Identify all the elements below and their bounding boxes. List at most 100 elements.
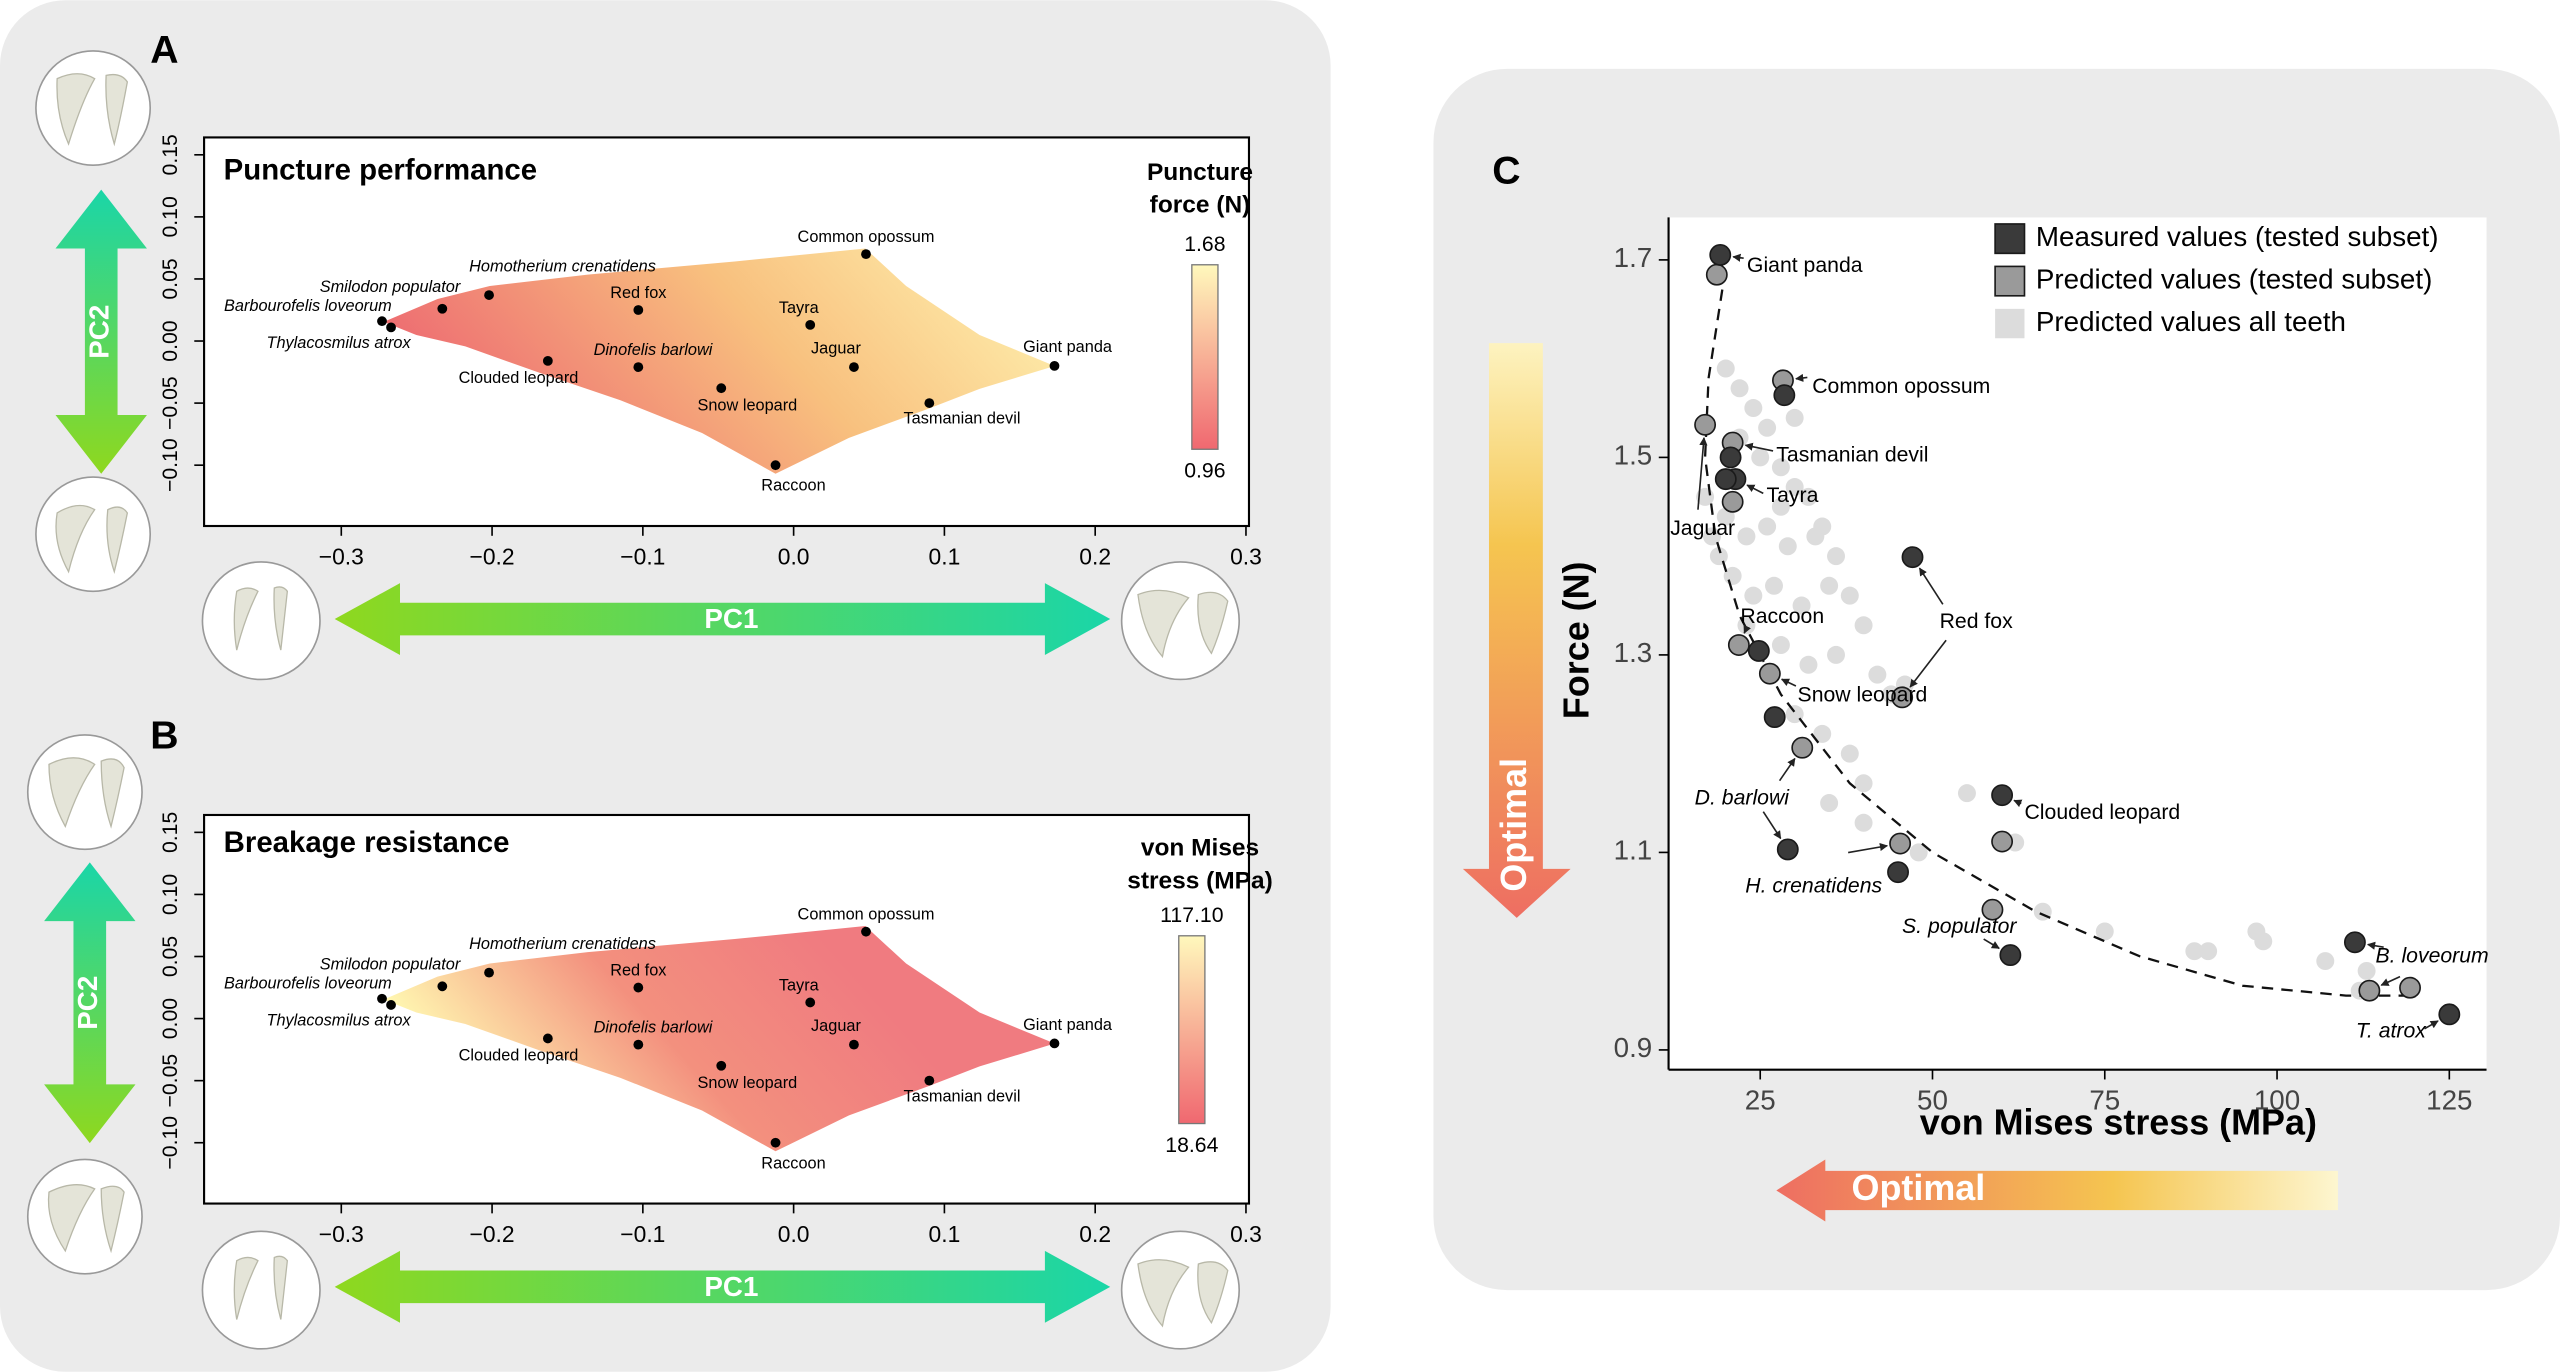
species-label: Dinofelis barlowi — [594, 341, 713, 359]
plot-area — [1668, 217, 2487, 1070]
species-label: Smilodon populator — [320, 278, 461, 296]
species-point — [849, 1039, 859, 1050]
species-point — [924, 1075, 935, 1086]
label-arrow — [1697, 437, 1708, 510]
species-label: Barbourofelis loveorum — [224, 974, 392, 992]
label-arrow — [1778, 757, 1796, 782]
species-label: Raccoon — [761, 1154, 825, 1172]
cloud-point — [1730, 379, 1749, 398]
measured-point — [1776, 838, 1799, 861]
y-axis-label: Force (N) — [1555, 561, 1596, 719]
colorbar-tick-label: 18.64 — [1165, 1134, 1218, 1157]
species-label: Tayra — [1767, 484, 1819, 507]
species-point — [377, 316, 387, 327]
colorbar — [1178, 935, 1206, 1125]
predicted-point — [2399, 976, 2421, 999]
species-label: H. crenatidens — [1745, 874, 1882, 897]
species-point — [437, 303, 448, 314]
colorbar-tick-label: 0.96 — [1184, 460, 1225, 483]
cloud-point — [2316, 952, 2335, 971]
pc1-arrow — [334, 583, 1111, 655]
cloud-point — [1785, 478, 1804, 497]
species-point — [849, 362, 859, 372]
tooth-shapes — [47, 73, 1229, 1328]
species-label: Common opossum — [798, 228, 935, 246]
predicted-point — [1889, 832, 1912, 855]
species-label: Smilodon populator — [320, 955, 461, 973]
y-tick-label: 0.15 — [159, 134, 182, 175]
species-point — [377, 993, 387, 1004]
cloud-point — [1792, 596, 1811, 615]
x-tick-label: 0.2 — [1079, 544, 1111, 570]
label-arrow — [1780, 678, 1797, 687]
cloud-point — [1854, 616, 1873, 635]
label-arrow — [1918, 567, 1944, 605]
legend-swatch — [1994, 265, 2026, 297]
x-tick-label: 0.1 — [929, 544, 961, 570]
cloud-point — [1758, 517, 1777, 536]
cloud-point — [1820, 576, 1839, 595]
y-tick-label: −0.10 — [159, 438, 182, 492]
species-point — [542, 1033, 553, 1044]
cloud-point — [1751, 448, 1770, 467]
species-label: Red fox — [610, 284, 666, 302]
species-point — [1049, 360, 1060, 371]
cloud-point — [1909, 843, 1928, 862]
measured-point — [2343, 931, 2366, 954]
legend-swatch — [1995, 308, 2025, 339]
colorbar-tick-label: 117.10 — [1160, 904, 1223, 927]
optimal-label: Optimal — [1493, 758, 1534, 892]
species-label: Snow leopard — [697, 396, 797, 414]
species-label: Homotherium crenatidens — [469, 935, 656, 953]
measured-point — [1709, 244, 1732, 266]
species-label: B. loveorum — [2376, 945, 2489, 968]
species-label: Thylacosmilus atrox — [266, 334, 411, 352]
x-tick-label: 50 — [1917, 1085, 1948, 1116]
colorbar-title: von Mises — [1141, 835, 1259, 862]
species-label: Tayra — [779, 976, 820, 994]
x-tick-label: 0.3 — [1230, 1221, 1262, 1247]
species-point — [386, 1000, 396, 1010]
chart-title: Puncture performance — [224, 153, 537, 186]
label-arrow — [1848, 842, 1889, 854]
species-label: Red fox — [610, 962, 666, 980]
species-label: Red fox — [1940, 610, 2014, 633]
label-arrow — [1983, 938, 2000, 950]
cloud-point — [1744, 399, 1763, 418]
y-tick-label: 0.10 — [159, 196, 182, 237]
cloud-point — [1703, 527, 1721, 546]
colorbar-title: Puncture — [1147, 159, 1253, 186]
cloud-point — [1820, 794, 1839, 813]
cloud-point — [1785, 408, 1804, 427]
label-arrow — [2380, 975, 2401, 986]
x-tick-label: 125 — [2426, 1085, 2472, 1116]
cloud-point — [2357, 961, 2376, 980]
x-tick-label: 0.3 — [1230, 544, 1262, 570]
measured-point — [1714, 468, 1737, 491]
performance-field — [383, 926, 1055, 1152]
y-tick-label: −0.05 — [159, 376, 182, 430]
species-label: Clouded leopard — [459, 369, 579, 387]
label-arrow — [1732, 253, 1744, 262]
species-point — [633, 362, 644, 372]
label-arrow — [1795, 373, 1808, 382]
label-arrow — [1762, 811, 1782, 840]
species-point — [716, 1060, 727, 1071]
cloud-point — [1778, 537, 1797, 556]
x-tick-label: −0.2 — [470, 544, 515, 570]
x-tick-label: −0.1 — [620, 544, 665, 570]
species-point — [1049, 1038, 1060, 1049]
chart-title: Breakage resistance — [224, 826, 510, 859]
species-point — [716, 383, 727, 394]
cloud-point — [1799, 487, 1818, 506]
species-label: Snow leopard — [1798, 683, 1928, 706]
cloud-point — [1957, 784, 1976, 803]
species-label: Giant panda — [1023, 338, 1113, 356]
colorbar-title: force (N) — [1150, 191, 1251, 218]
measured-point — [1719, 446, 1742, 469]
pc2-arrow — [55, 189, 147, 474]
x-tick-label: 0.0 — [778, 544, 810, 570]
species-label: Tasmanian devil — [1776, 443, 1928, 466]
x-tick-label: −0.2 — [470, 1221, 515, 1247]
x-tick-label: 0.2 — [1079, 1221, 1111, 1247]
